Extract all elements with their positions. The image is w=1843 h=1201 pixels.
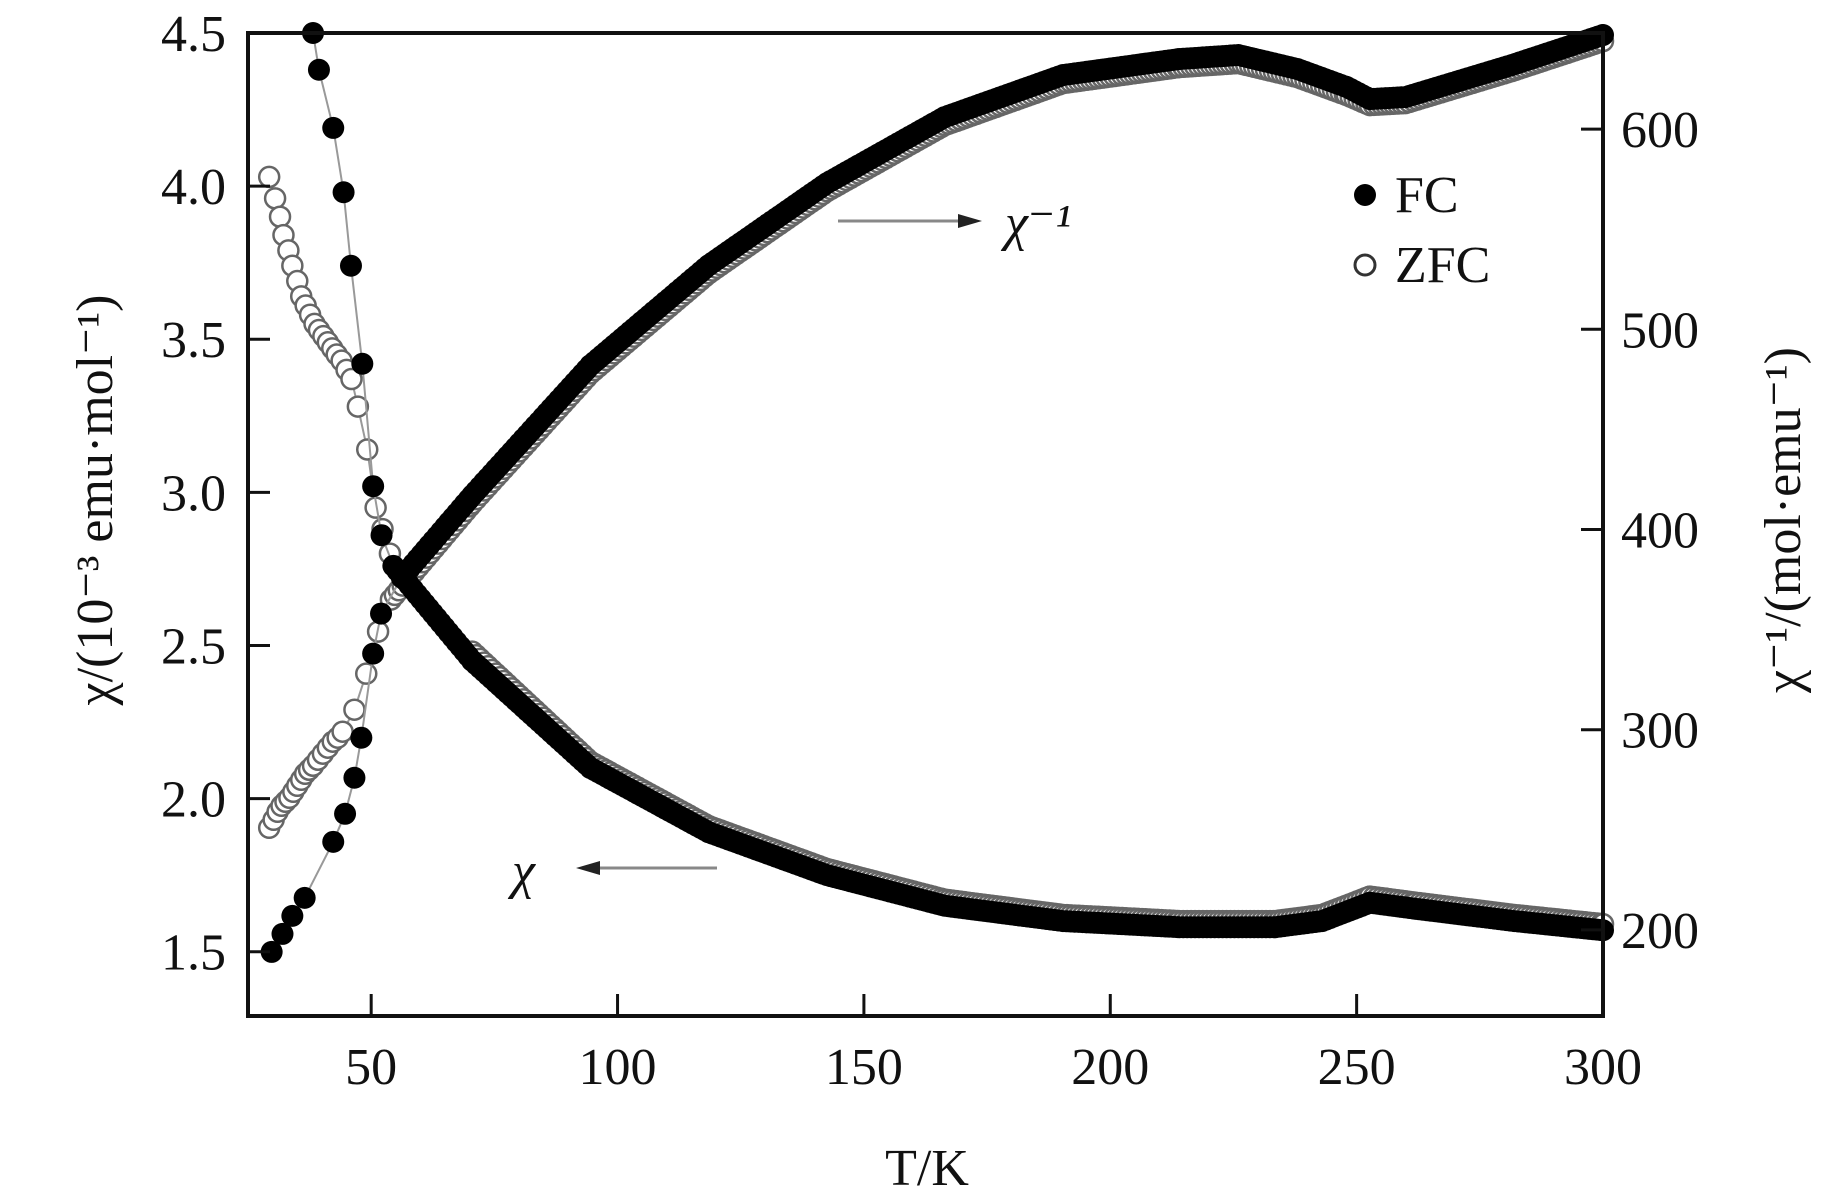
y-right-tick-label: 200 [1621,903,1699,960]
data-point [362,475,385,498]
x-tick-label: 50 [345,1039,397,1096]
y-axis-left-title: χ/(10⁻³ emu·mol⁻¹) [67,295,124,707]
y-left-tick-label: 2.5 [161,618,226,675]
x-tick-label: 150 [825,1039,903,1096]
data-point [343,698,366,721]
x-tick-label: 300 [1564,1039,1642,1096]
y-right-tick-label: 300 [1621,703,1699,760]
annotation-chi-inv-label: χ⁻¹ [1000,195,1071,252]
data-point [260,940,283,963]
y-right-tick-label: 600 [1621,102,1699,159]
data-point [322,830,345,853]
annotation-chi-label: χ [507,843,536,900]
data-point [355,662,378,685]
arrow-left-head [576,861,600,875]
data-point [350,726,373,749]
data-point [334,802,357,825]
y-left-tick-label: 3.5 [161,312,226,369]
data-point [332,181,355,204]
data-point [322,116,345,139]
series-line [268,40,1604,829]
y-left-tick-label: 4.0 [161,159,226,216]
data-point [331,720,354,743]
plot-frame [246,31,1605,1018]
annotation-chi-inv: χ⁻¹ [838,195,1071,252]
data-point [351,352,374,375]
annotation-chi: χ [507,843,717,900]
data-point [263,187,287,210]
arrow-right-head [958,214,982,228]
x-axis-title: T/K [885,1140,969,1197]
data-point [307,58,330,81]
data-point [355,438,379,461]
data-point [340,367,363,391]
data-point [271,922,294,945]
data-point [346,395,370,418]
y-axis-right-title: χ⁻¹/(mol·emu⁻¹) [1755,347,1812,694]
legend-fc-label: FC [1395,167,1459,224]
data-point [343,766,366,789]
data-point [339,254,362,277]
series-zfc-chi-inv [257,29,1615,840]
series-layer [257,22,1615,963]
data-point [370,602,393,625]
x-tick-label: 100 [579,1039,657,1096]
series-fc-chi [302,22,1614,942]
x-tick-label: 200 [1071,1039,1149,1096]
y-left-tick-label: 4.5 [161,6,226,63]
y-left-tick-label: 3.0 [161,465,226,522]
x-tick-label: 250 [1318,1039,1396,1096]
data-point [281,904,304,927]
y-left-tick-label: 1.5 [161,925,226,982]
series-fc-chi-inv [260,24,1614,963]
y-left-tick-label: 2.0 [161,772,226,829]
data-point [293,886,316,909]
y-right-tick-label: 400 [1621,503,1699,560]
legend-zfc-marker [1353,253,1377,277]
legend-zfc-label: ZFC [1395,237,1490,294]
legend-fc-marker [1354,184,1376,206]
data-point [362,642,385,665]
data-point [257,165,281,189]
data-point [268,205,292,228]
data-point [370,524,393,547]
legend: FC ZFC [1353,167,1490,294]
y-right-tick-label: 500 [1621,302,1699,359]
ticks-layer: 50 100 150 200 250 300 1.5 2.0 2.5 3.0 3.5 4.0 4.5 20… [161,6,1699,1096]
